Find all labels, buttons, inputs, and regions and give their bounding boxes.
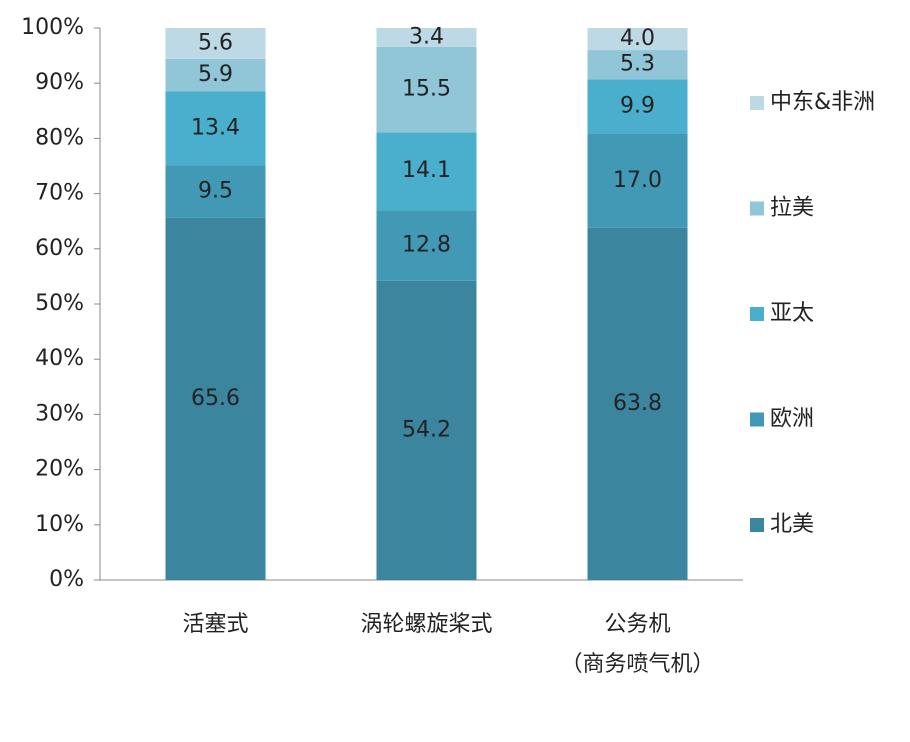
data-label: 9.9	[620, 94, 655, 119]
bar-segment	[165, 91, 266, 166]
y-tick-label: 70%	[35, 181, 84, 206]
data-label: 65.6	[191, 386, 240, 411]
legend-swatch	[750, 412, 764, 427]
data-label: 15.5	[402, 77, 451, 102]
x-tick-label: 公务机 （商务喷气机）	[560, 612, 715, 677]
y-tick-label: 80%	[35, 125, 84, 150]
data-label: 17.0	[613, 168, 662, 193]
legend-label: 北美	[770, 512, 814, 537]
data-label: 12.8	[402, 232, 451, 257]
bar-segment	[587, 50, 688, 80]
bar-segment	[376, 46, 477, 133]
legend-swatch	[750, 307, 764, 321]
y-tick-label: 50%	[35, 291, 84, 316]
data-label: 5.9	[198, 62, 233, 87]
legend-label: 中东&非洲	[770, 90, 875, 115]
bar-segment	[376, 28, 477, 47]
bar-segment	[587, 227, 688, 580]
bar-segment	[165, 217, 266, 580]
x-tick-label: 活塞式	[182, 612, 249, 637]
data-label: 5.6	[198, 30, 233, 55]
y-tick-label: 20%	[35, 457, 84, 482]
bar-segment	[587, 79, 688, 134]
y-tick-label: 100%	[21, 15, 84, 40]
data-label: 4.0	[620, 26, 655, 51]
y-tick-label: 60%	[35, 236, 84, 261]
legend-label: 亚太	[770, 301, 814, 326]
y-tick-label: 10%	[35, 512, 84, 537]
legend-label: 欧洲	[770, 407, 814, 432]
bar-segment	[165, 165, 266, 218]
legend-swatch	[750, 96, 764, 110]
data-label: 54.2	[402, 417, 451, 442]
legend-label: 拉美	[770, 196, 814, 221]
x-tick-label: 涡轮螺旋桨式	[360, 612, 493, 637]
y-tick-label: 90%	[35, 70, 84, 95]
bar-segment	[165, 58, 266, 92]
y-tick-label: 30%	[35, 401, 84, 426]
legend-swatch	[750, 518, 764, 532]
bar-segment	[376, 210, 477, 281]
data-label: 3.4	[409, 24, 444, 49]
data-label: 13.4	[191, 115, 240, 140]
data-label: 63.8	[613, 391, 662, 416]
bar-segment	[587, 133, 688, 228]
y-tick-label: 40%	[35, 346, 84, 371]
data-label: 9.5	[198, 179, 233, 204]
data-label: 14.1	[402, 158, 451, 183]
bar-segment	[376, 132, 477, 211]
data-label: 5.3	[620, 52, 655, 77]
y-tick-label: 0%	[49, 567, 84, 592]
bar-segment	[587, 28, 688, 51]
bar-segment	[165, 28, 266, 59]
bar-segment	[376, 280, 477, 580]
legend-swatch	[750, 201, 764, 216]
